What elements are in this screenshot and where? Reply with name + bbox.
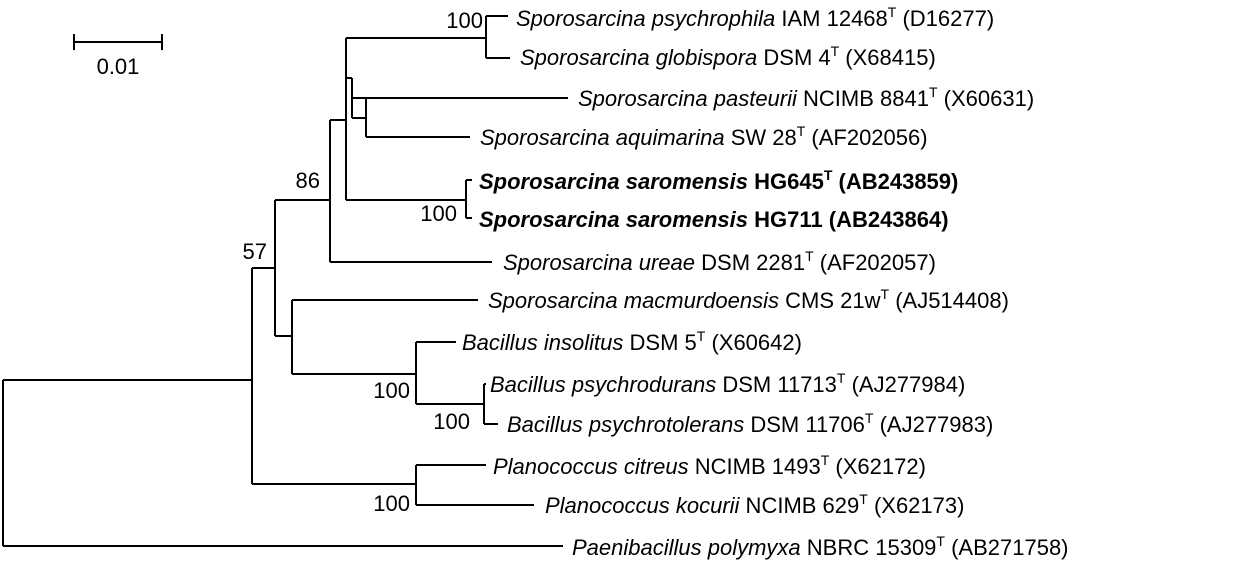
strain-name: HG645 <box>748 169 824 194</box>
type-strain-mark: T <box>936 533 945 549</box>
taxon-name: Planococcus kocurii <box>545 493 741 518</box>
accession-number: (D16277) <box>896 6 994 31</box>
type-strain-mark: T <box>805 248 814 264</box>
taxon-name: Planococcus citreus <box>493 454 689 479</box>
accession-number: (AF202057) <box>814 250 936 275</box>
taxon-label: Sporosarcina globispora DSM 4T (X68415) <box>520 43 936 70</box>
bootstrap-value: 100 <box>446 8 483 33</box>
accession-number: (X60642) <box>705 330 802 355</box>
type-strain-mark: T <box>821 452 830 468</box>
taxon-label: Bacillus psychrotolerans DSM 11706T (AJ2… <box>507 410 993 437</box>
taxon-name: Bacillus insolitus <box>462 330 623 355</box>
taxon-label: Sporosarcina saromensis HG711 (AB243864) <box>479 207 949 232</box>
scale-bar-label: 0.01 <box>97 54 140 79</box>
bootstrap-value: 100 <box>420 201 457 226</box>
strain-name: IAM 12468 <box>775 6 888 31</box>
type-strain-mark: T <box>929 84 938 100</box>
taxon-name: Bacillus psychrotolerans <box>507 412 744 437</box>
strain-name: NCIMB 629 <box>739 493 859 518</box>
taxon-label: Bacillus insolitus DSM 5T (X60642) <box>462 328 802 355</box>
taxon-name: Sporosarcina globispora <box>520 45 757 70</box>
taxon-name: Sporosarcina macmurdoensis <box>488 288 779 313</box>
accession-number: (AJ277983) <box>873 412 993 437</box>
scale-bar: 0.01 <box>73 34 163 79</box>
type-strain-mark: T <box>831 43 840 59</box>
strain-name: DSM 5 <box>623 330 696 355</box>
taxon-label: Sporosarcina saromensis HG645T (AB243859… <box>479 167 958 194</box>
taxon-name: Sporosarcina pasteurii <box>578 86 798 111</box>
taxon-label: Bacillus psychrodurans DSM 11713T (AJ277… <box>490 370 965 397</box>
strain-name: DSM 2281 <box>695 250 805 275</box>
strain-name: NCIMB 1493 <box>689 454 821 479</box>
type-strain-mark: T <box>865 410 874 426</box>
taxon-label: Sporosarcina pasteurii NCIMB 8841T (X606… <box>578 84 1034 111</box>
type-strain-mark: T <box>824 167 833 183</box>
accession-number: (AB271758) <box>945 535 1069 560</box>
taxon-label: Sporosarcina psychrophila IAM 12468T (D1… <box>516 4 994 31</box>
bootstrap-value: 100 <box>373 491 410 516</box>
taxon-label: Sporosarcina macmurdoensis CMS 21wT (AJ5… <box>488 286 1009 313</box>
bootstrap-value: 100 <box>373 378 410 403</box>
taxon-label: Sporosarcina ureae DSM 2281T (AF202057) <box>503 248 936 275</box>
accession-number: (AJ514408) <box>889 288 1009 313</box>
taxon-label: Sporosarcina aquimarina SW 28T (AF202056… <box>480 123 928 150</box>
taxon-label: Paenibacillus polymyxa NBRC 15309T (AB27… <box>572 533 1069 560</box>
type-strain-mark: T <box>881 286 890 302</box>
strain-name: NCIMB 8841 <box>797 86 929 111</box>
tree-branches <box>2 15 568 547</box>
bootstrap-value: 100 <box>433 409 470 434</box>
accession-number: (X68415) <box>839 45 936 70</box>
strain-name: CMS 21w <box>779 288 881 313</box>
taxon-name: Sporosarcina psychrophila <box>516 6 775 31</box>
taxon-name: Paenibacillus polymyxa <box>572 535 801 560</box>
taxon-name: Sporosarcina aquimarina <box>480 125 725 150</box>
taxon-name: Sporosarcina saromensis <box>479 207 748 232</box>
accession-number: (AF202056) <box>805 125 927 150</box>
taxon-name: Sporosarcina saromensis <box>479 169 748 194</box>
strain-name: HG711 <box>748 207 823 232</box>
taxon-name: Bacillus psychrodurans <box>490 372 716 397</box>
type-strain-mark: T <box>888 4 897 20</box>
bootstrap-value: 86 <box>296 168 320 193</box>
accession-number: (AB243859) <box>832 169 958 194</box>
type-strain-mark: T <box>837 370 846 386</box>
bootstrap-values: 100 86 57 100 100 100 100 <box>243 8 483 516</box>
bootstrap-value: 57 <box>243 239 267 264</box>
accession-number: (X62172) <box>829 454 926 479</box>
taxon-label: Planococcus citreus NCIMB 1493T (X62172) <box>493 452 926 479</box>
accession-number: (AJ277984) <box>845 372 965 397</box>
accession-number: (AB243864) <box>823 207 949 232</box>
strain-name: SW 28 <box>725 125 797 150</box>
type-strain-mark: T <box>859 491 868 507</box>
accession-number: (X60631) <box>938 86 1035 111</box>
strain-name: DSM 11713 <box>716 372 837 397</box>
taxon-name: Sporosarcina ureae <box>503 250 695 275</box>
strain-name: DSM 11706 <box>744 412 865 437</box>
type-strain-mark: T <box>697 328 706 344</box>
accession-number: (X62173) <box>868 493 965 518</box>
strain-name: NBRC 15309 <box>801 535 937 560</box>
strain-name: DSM 4 <box>757 45 830 70</box>
taxon-labels: Sporosarcina psychrophila IAM 12468T (D1… <box>462 4 1069 560</box>
taxon-label: Planococcus kocurii NCIMB 629T (X62173) <box>545 491 964 518</box>
type-strain-mark: T <box>797 123 806 139</box>
